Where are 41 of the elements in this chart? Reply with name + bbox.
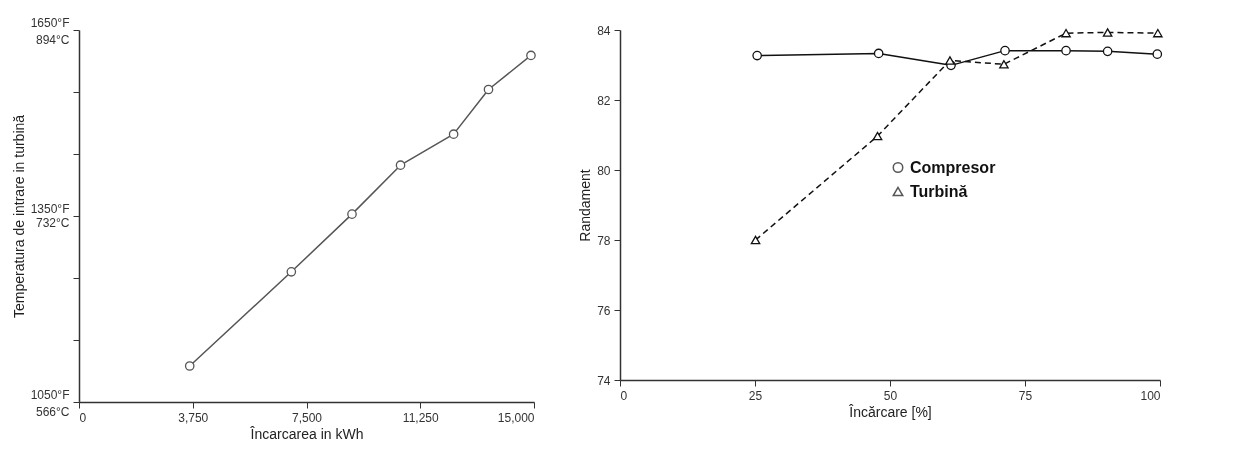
x-tick-label: 15,000 [497, 410, 535, 425]
x-tick-label: 100 [1140, 388, 1161, 403]
x-tick-label: 7,500 [291, 410, 323, 425]
y-tick-label: 74 [597, 373, 611, 388]
point [1061, 45, 1071, 56]
x-tick-label: 75 [1018, 388, 1033, 403]
x-tick-label: 0 [79, 410, 87, 425]
legend-label: Turbină [910, 182, 968, 200]
x-tick-label: 0 [620, 388, 628, 403]
y2-tick-label: 732°C [36, 216, 70, 231]
point [750, 235, 761, 245]
y2-tick-label: 894°C [36, 32, 70, 47]
y-tick-label: 80 [597, 163, 611, 178]
y-tick-label: 1050°F [30, 387, 70, 402]
x-axis-title: Încărcare [%] [848, 403, 932, 420]
point [945, 56, 955, 65]
point [873, 48, 884, 59]
point [1061, 28, 1071, 38]
legend-label: Compresor [910, 158, 996, 176]
point [1000, 45, 1010, 56]
point [1102, 46, 1113, 57]
y2-tick-label: 566°C [36, 404, 70, 419]
x-tick-label: 11,250 [402, 410, 439, 425]
x-tick-label: 25 [748, 388, 763, 403]
y-axis-title: Randament [577, 169, 594, 242]
y-tick-label: 76 [597, 303, 611, 318]
y-axis-title: Temperatura de intrare in turbină [10, 114, 27, 319]
y-tick-label: 82 [597, 93, 611, 108]
x-axis-title: Încarcarea in kWh [249, 425, 364, 442]
y-tick-label: 1350°F [30, 201, 70, 216]
point [1102, 28, 1113, 37]
y-tick-label: 1650°F [30, 15, 70, 30]
point [1153, 28, 1163, 38]
point [1152, 49, 1163, 59]
x-tick-label: 50 [883, 388, 898, 403]
y-tick-label: 84 [597, 23, 611, 38]
point [872, 131, 883, 141]
x-tick-label: 3,750 [178, 410, 209, 425]
point [999, 60, 1009, 69]
point [752, 50, 762, 61]
y-tick-label: 78 [597, 233, 611, 248]
